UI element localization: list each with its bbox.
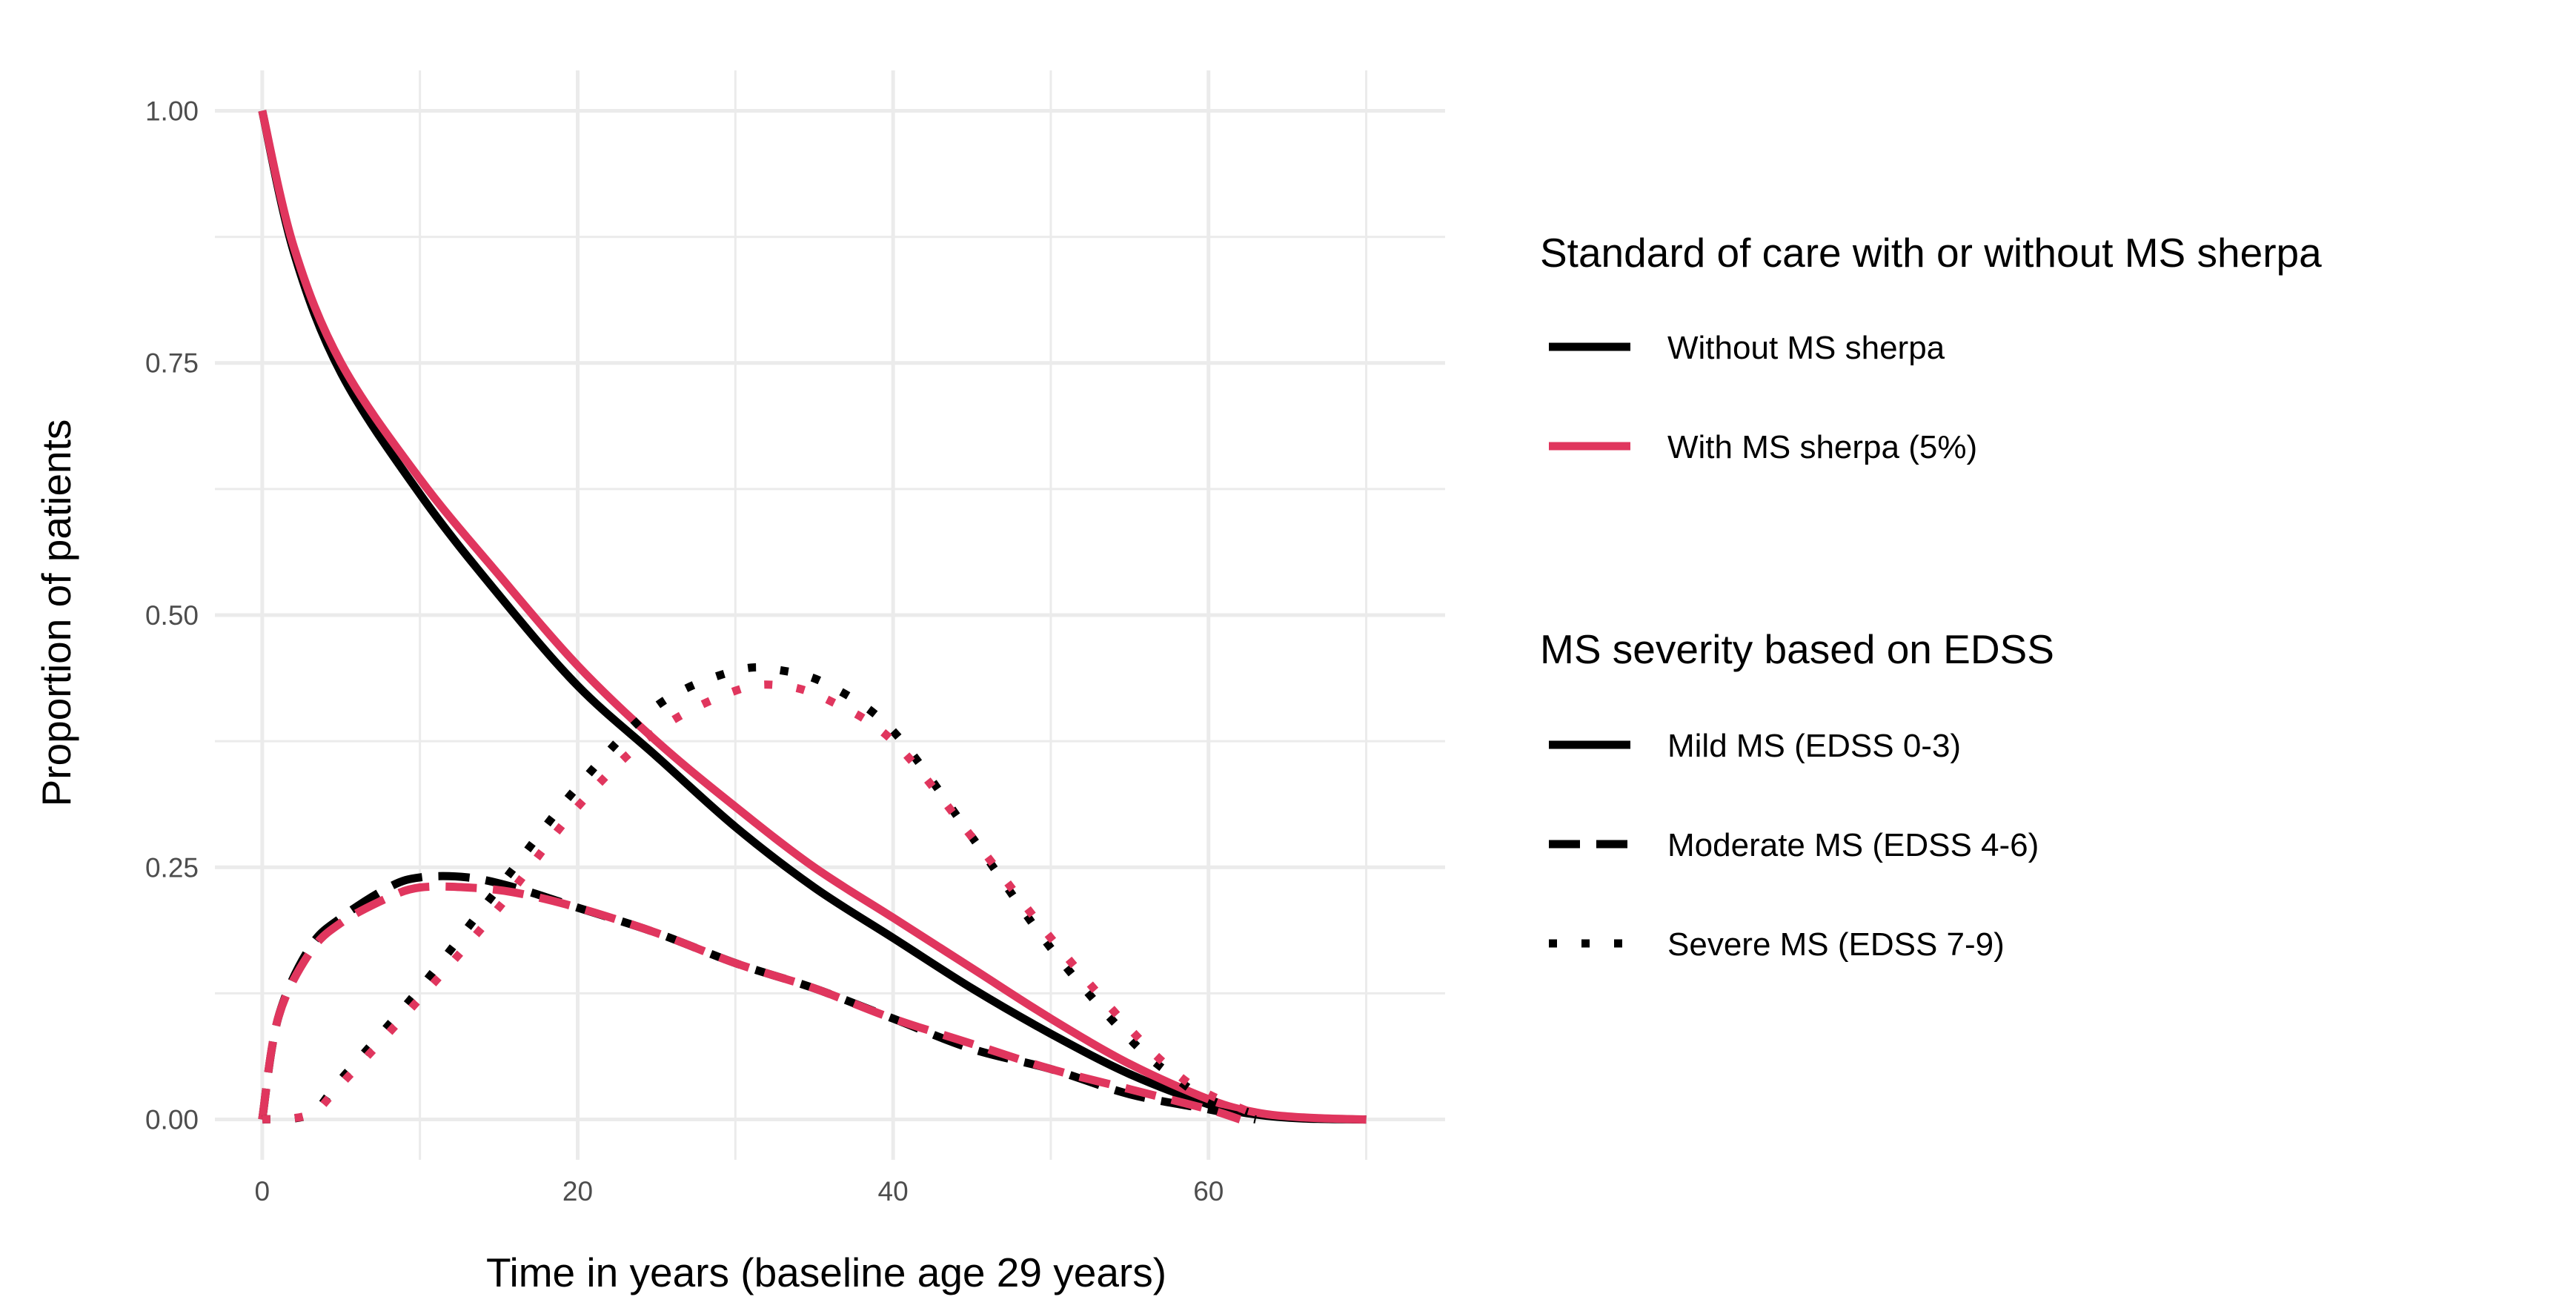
legend-label-mild: Mild MS (EDSS 0-3) bbox=[1667, 728, 1961, 764]
y-tick-label: 0.50 bbox=[145, 600, 199, 631]
legend-label-moderate: Moderate MS (EDSS 4-6) bbox=[1667, 827, 2039, 863]
series-line-dashed-with bbox=[258, 882, 1242, 1124]
legend-item-with-sherpa: With MS sherpa (5%) bbox=[1549, 429, 1977, 465]
y-tick-label: 1.00 bbox=[145, 96, 199, 126]
legend-item-severe: Severe MS (EDSS 7-9) bbox=[1549, 926, 2005, 963]
series-line-solid-without bbox=[258, 110, 1367, 1124]
legend-item-moderate: Moderate MS (EDSS 4-6) bbox=[1549, 827, 2039, 863]
y-tick-label: 0.75 bbox=[145, 348, 199, 379]
legend-label-severe: Severe MS (EDSS 7-9) bbox=[1667, 926, 2005, 963]
series-line-solid-with bbox=[258, 110, 1367, 1124]
legend-care-title: Standard of care with or without MS sher… bbox=[1540, 230, 2322, 276]
grid-major bbox=[215, 70, 1445, 1160]
y-tick-label: 0.00 bbox=[145, 1105, 199, 1135]
x-tick-label: 40 bbox=[878, 1176, 909, 1207]
x-tick-label: 0 bbox=[255, 1176, 270, 1207]
series-layer bbox=[258, 110, 1367, 1124]
y-tick-label: 0.25 bbox=[145, 852, 199, 883]
legend: Standard of care with or without MS sher… bbox=[1540, 230, 2322, 963]
legend-item-mild: Mild MS (EDSS 0-3) bbox=[1549, 728, 1961, 764]
x-tick-label: 20 bbox=[562, 1176, 593, 1207]
x-tick-label: 60 bbox=[1193, 1176, 1224, 1207]
y-axis-title: Proportion of patients bbox=[33, 419, 79, 807]
x-axis-title: Time in years (baseline age 29 years) bbox=[486, 1249, 1166, 1295]
legend-label-without-sherpa: Without MS sherpa bbox=[1667, 330, 1945, 366]
x-axis-ticks: 0 20 40 60 bbox=[255, 1176, 1224, 1207]
legend-severity-title: MS severity based on EDSS bbox=[1540, 626, 2054, 672]
y-axis-ticks: 0.00 0.25 0.50 0.75 1.00 bbox=[145, 96, 199, 1135]
legend-item-without-sherpa: Without MS sherpa bbox=[1549, 330, 1945, 366]
legend-label-with-sherpa: With MS sherpa (5%) bbox=[1667, 429, 1977, 465]
